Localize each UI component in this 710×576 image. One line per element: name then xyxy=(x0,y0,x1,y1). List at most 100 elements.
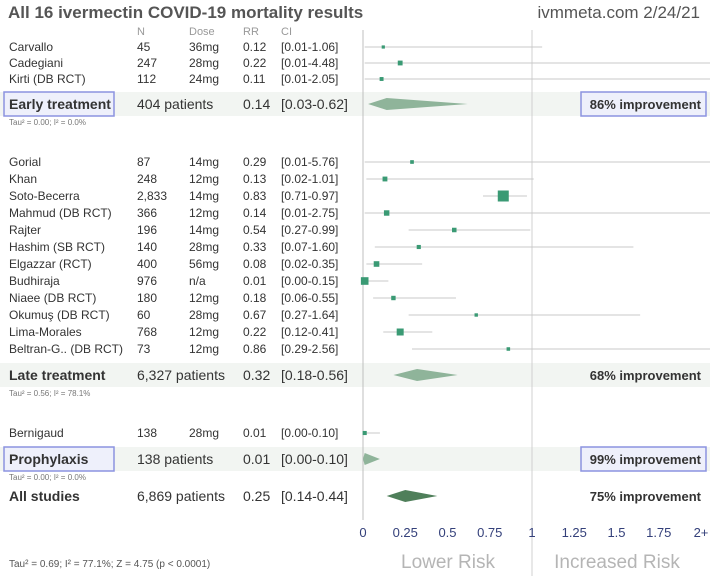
study-name: Budhiraja xyxy=(9,274,60,288)
study-ci: [0.07-1.60] xyxy=(281,240,338,254)
study-rr: 0.86 xyxy=(243,342,267,356)
study-rr: 0.12 xyxy=(243,40,267,54)
study-marker xyxy=(381,45,385,49)
summary-ci: [0.00-0.10] xyxy=(281,451,348,467)
study-name: Soto-Becerra xyxy=(9,189,80,203)
x-tick-label: 2+ xyxy=(694,525,709,540)
overall-diamond xyxy=(386,490,438,502)
study-dose: 28mg xyxy=(189,56,219,70)
study-ci: [0.27-0.99] xyxy=(281,223,338,237)
study-dose: 28mg xyxy=(189,308,219,322)
reference-lines xyxy=(362,30,533,576)
summary-rr: 0.14 xyxy=(243,96,270,112)
study-marker xyxy=(397,60,403,66)
summary-bands xyxy=(0,91,710,472)
study-rr: 0.01 xyxy=(243,426,267,440)
study-rr: 0.14 xyxy=(243,206,267,220)
study-rr: 0.01 xyxy=(243,274,267,288)
study-name: Carvallo xyxy=(9,40,53,54)
x-tick-label: 1.25 xyxy=(562,525,587,540)
study-marker xyxy=(497,190,509,202)
increased-risk-label: Increased Risk xyxy=(554,552,680,573)
study-rr: 0.29 xyxy=(243,155,267,169)
study-name: Bernigaud xyxy=(9,426,64,440)
study-n: 196 xyxy=(137,223,157,237)
chart-title: All 16 ivermectin COVID-19 mortality res… xyxy=(8,3,363,22)
study-rr: 0.13 xyxy=(243,172,267,186)
study-rr: 0.22 xyxy=(243,56,267,70)
x-tick-label: 1 xyxy=(528,525,535,540)
improvement-box xyxy=(580,446,707,472)
study-marker xyxy=(416,244,421,250)
summary-rr: 0.32 xyxy=(243,367,270,383)
study-marker xyxy=(391,295,396,301)
x-tick-label: 1.5 xyxy=(607,525,625,540)
study-marker xyxy=(383,210,390,216)
study-n: 400 xyxy=(137,257,157,271)
column-header-ci: CI xyxy=(281,26,292,38)
column-header-dose: Dose xyxy=(189,26,215,38)
summary-label: Late treatment xyxy=(9,367,106,383)
study-dose: 36mg xyxy=(189,40,219,54)
study-name: Lima-Morales xyxy=(9,325,82,339)
study-n: 976 xyxy=(137,274,157,288)
summary-diamond xyxy=(368,98,468,110)
study-rr: 0.11 xyxy=(243,72,266,86)
study-dose: 28mg xyxy=(189,240,219,254)
study-marker xyxy=(410,160,414,164)
summary-improvement: 86% improvement xyxy=(590,97,702,112)
study-dose: 56mg xyxy=(189,257,219,271)
study-marker xyxy=(379,77,384,81)
column-header-rr: RR xyxy=(243,26,259,38)
summary-patients: 404 patients xyxy=(137,96,213,112)
x-tick-label: 0.5 xyxy=(438,525,456,540)
study-ci: [0.00-0.10] xyxy=(281,426,338,440)
study-n: 248 xyxy=(137,172,157,186)
study-ci: [0.06-0.55] xyxy=(281,291,338,305)
study-marker xyxy=(362,430,367,436)
study-n: 60 xyxy=(137,308,151,322)
study-n: 73 xyxy=(137,342,151,356)
study-n: 247 xyxy=(137,56,157,70)
group-heterogeneity: Tau² = 0.56; I² = 78.1% xyxy=(9,389,90,398)
study-ci: [0.29-2.56] xyxy=(281,342,338,356)
summary-label-box xyxy=(3,446,115,472)
study-name: Cadegiani xyxy=(9,56,63,70)
study-dose: 28mg xyxy=(189,426,219,440)
summary-rr: 0.01 xyxy=(243,451,270,467)
study-n: 140 xyxy=(137,240,157,254)
study-ci: [0.00-0.15] xyxy=(281,274,338,288)
study-ci: [0.01-2.75] xyxy=(281,206,338,220)
summary-label: Prophylaxis xyxy=(9,451,89,467)
study-ci: [0.01-4.48] xyxy=(281,56,338,70)
study-rr: 0.83 xyxy=(243,189,267,203)
study-ci: [0.27-1.64] xyxy=(281,308,338,322)
study-name: Elgazzar (RCT) xyxy=(9,257,92,271)
group-heterogeneity: Tau² = 0.00; I² = 0.0% xyxy=(9,118,86,127)
chart-marks xyxy=(360,45,710,502)
study-dose: 24mg xyxy=(189,72,219,86)
study-rr: 0.22 xyxy=(243,325,267,339)
summary-label-box xyxy=(3,91,115,117)
study-rr: 0.67 xyxy=(243,308,267,322)
study-dose: 12mg xyxy=(189,342,219,356)
summary-improvement: 68% improvement xyxy=(590,368,702,383)
study-n: 112 xyxy=(137,72,156,86)
summary-patients: 138 patients xyxy=(137,451,213,467)
study-marker xyxy=(452,227,457,233)
study-rr: 0.18 xyxy=(243,291,267,305)
summary-rr: 0.25 xyxy=(243,488,270,504)
study-n: 138 xyxy=(137,426,157,440)
study-ci: [0.02-1.01] xyxy=(281,172,338,186)
study-ci: [0.71-0.97] xyxy=(281,189,338,203)
study-marker xyxy=(382,176,388,182)
summary-label: All studies xyxy=(9,488,80,504)
study-name: Niaee (DB RCT) xyxy=(9,291,96,305)
summary-label: Early treatment xyxy=(9,96,111,112)
summary-improvement: 75% improvement xyxy=(590,489,702,504)
study-ci: [0.01-5.76] xyxy=(281,155,338,169)
study-name: Beltran-G.. (DB RCT) xyxy=(9,342,123,356)
study-dose: 14mg xyxy=(189,223,219,237)
study-rr: 0.08 xyxy=(243,257,267,271)
